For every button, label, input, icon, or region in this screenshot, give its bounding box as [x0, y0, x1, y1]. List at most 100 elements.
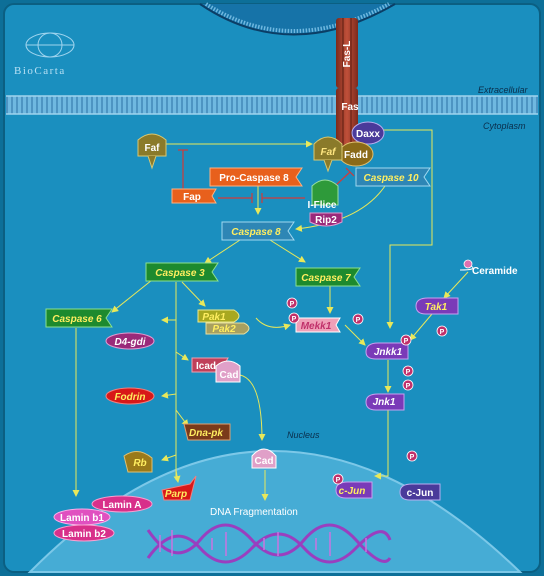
d4-gdi-node: D4-gdi [105, 332, 155, 350]
svg-text:Caspase 8: Caspase 8 [231, 227, 281, 238]
svg-text:P: P [410, 454, 415, 461]
daxx-node: Daxx [351, 121, 385, 145]
phosphate-icon: P [402, 379, 414, 391]
svg-text:P: P [336, 477, 341, 484]
ceramide-node: Ceramide [459, 259, 518, 277]
lamin-b1-node: Lamin b1 [53, 508, 111, 526]
cad-cyto-node: Cad [215, 360, 241, 383]
fas-label: Fas [341, 102, 359, 113]
i-flice-node: I-Flice [308, 179, 339, 211]
region-cytoplasm: Cytoplasm [483, 121, 526, 131]
svg-text:P: P [356, 317, 361, 324]
svg-text:Fadd: Fadd [344, 150, 368, 161]
fodrin-node: Fodrin [105, 387, 155, 405]
svg-text:c-Jun: c-Jun [407, 488, 434, 499]
lamin-b2-node: Lamin b2 [53, 524, 115, 542]
svg-text:Caspase 10: Caspase 10 [363, 173, 418, 184]
dna-helix-icon [146, 523, 392, 564]
svg-text:Rb: Rb [133, 458, 146, 469]
inhibition-lines [178, 149, 355, 203]
svg-text:P: P [290, 301, 295, 308]
mekk1-node: Mekk1 [295, 317, 341, 333]
fas-l-receptor: Fas-L [336, 18, 358, 88]
phosphate-icon: P [406, 450, 418, 462]
arrows [72, 129, 469, 501]
caspase-7-node: Caspase 7 [295, 267, 361, 287]
svg-text:Cad: Cad [255, 456, 274, 467]
svg-text:P: P [404, 338, 409, 345]
svg-text:Caspase 7: Caspase 7 [301, 273, 351, 284]
svg-text:c-Jun: c-Jun [339, 486, 366, 497]
svg-text:Dna-pk: Dna-pk [189, 428, 223, 439]
svg-text:Faf: Faf [145, 143, 161, 154]
svg-text:P: P [406, 369, 411, 376]
c-jun-phospho-node: c-Jun [335, 481, 373, 499]
svg-text:Lamin b2: Lamin b2 [62, 529, 106, 540]
fadd-node: Fadd [338, 141, 374, 167]
lamin-a-node: Lamin A [91, 495, 153, 513]
rip2-node: Rip2 [309, 212, 343, 227]
caspase-10-node: Caspase 10 [355, 167, 431, 187]
phosphate-icon: P [400, 334, 412, 346]
svg-text:Pak1: Pak1 [202, 312, 226, 323]
svg-text:Icad: Icad [196, 361, 216, 372]
svg-text:Jnkk1: Jnkk1 [374, 347, 403, 358]
c-jun-node: c-Jun [399, 483, 441, 501]
neighbor-cell [199, 3, 396, 36]
svg-text:Parp: Parp [165, 489, 187, 500]
svg-text:Jnk1: Jnk1 [373, 397, 396, 408]
fas-l-label: Fas-L [342, 41, 353, 68]
dna-fragmentation-label: DNA Fragmentation [210, 507, 298, 518]
caspase-6-node: Caspase 6 [45, 308, 113, 328]
phosphate-markers: P P P P P P P P P [286, 297, 448, 485]
svg-text:Fap: Fap [183, 192, 201, 203]
dna-pk-node: Dna-pk [183, 423, 231, 441]
svg-text:Ceramide: Ceramide [472, 266, 518, 277]
svg-text:Caspase 6: Caspase 6 [52, 314, 102, 325]
neighbor-membrane [204, 2, 390, 33]
phosphate-icon: P [286, 297, 298, 309]
svg-text:P: P [406, 383, 411, 390]
svg-text:Rip2: Rip2 [315, 215, 337, 226]
faf-right-node: Faf [313, 136, 343, 173]
svg-text:Mekk1: Mekk1 [301, 321, 332, 332]
region-nucleus: Nucleus [287, 430, 320, 440]
svg-text:Lamin A: Lamin A [102, 500, 141, 511]
svg-text:Pak2: Pak2 [212, 324, 236, 335]
pro-caspase-8-node: Pro-Caspase 8 [209, 167, 303, 187]
faf-left-node: Faf [137, 133, 167, 170]
svg-text:Fodrin: Fodrin [114, 392, 145, 403]
phosphate-icon: P [402, 365, 414, 377]
tak1-node: Tak1 [415, 297, 459, 315]
svg-text:Pro-Caspase 8: Pro-Caspase 8 [219, 173, 289, 184]
phosphate-icon: P [332, 473, 344, 485]
svg-text:P: P [292, 316, 297, 323]
jnk1-node: Jnk1 [365, 393, 405, 411]
fap-node: Fap [171, 188, 217, 204]
phosphate-icon: P [436, 325, 448, 337]
plasma-membrane [6, 96, 538, 114]
svg-text:Faf: Faf [321, 147, 338, 158]
logo-text: BioCarta [14, 65, 66, 77]
caspase-3-node: Caspase 3 [145, 262, 219, 282]
parp-node: Parp [161, 475, 197, 501]
svg-text:Tak1: Tak1 [425, 302, 448, 313]
cad-nucleus-node: Cad [251, 448, 277, 469]
pak1-node: Pak1 [197, 309, 240, 323]
phosphate-icon: P [288, 312, 300, 324]
jnkk1-node: Jnkk1 [365, 342, 409, 360]
region-extracellular: Extracellular [478, 85, 529, 95]
svg-text:Daxx: Daxx [356, 129, 380, 140]
svg-text:Lamin b1: Lamin b1 [60, 513, 104, 524]
svg-text:P: P [440, 329, 445, 336]
svg-text:D4-gdi: D4-gdi [114, 337, 145, 348]
pak2-node: Pak2 [205, 322, 250, 335]
phosphate-icon: P [352, 313, 364, 325]
caspase-8-node: Caspase 8 [221, 221, 295, 241]
rb-node: Rb [123, 451, 153, 473]
svg-text:I-Flice: I-Flice [308, 200, 337, 211]
svg-text:Cad: Cad [220, 370, 239, 381]
svg-text:Caspase 3: Caspase 3 [155, 268, 205, 279]
